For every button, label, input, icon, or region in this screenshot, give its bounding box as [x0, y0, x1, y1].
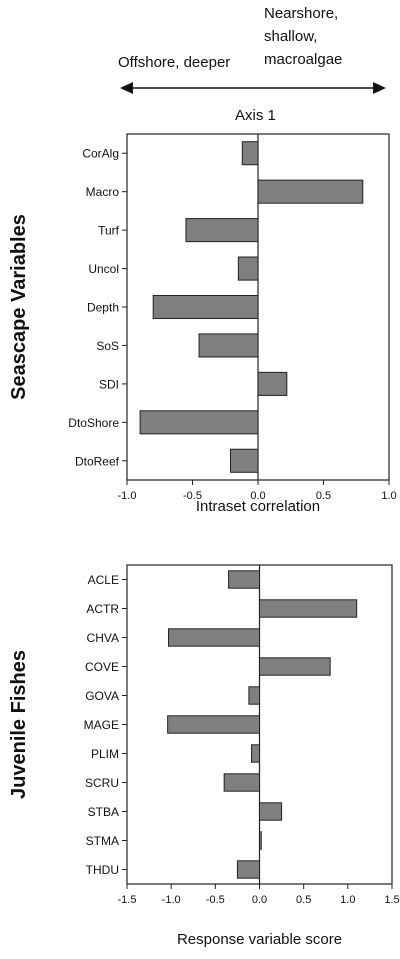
bar-scru — [223, 773, 261, 792]
bar-sos — [198, 333, 259, 358]
x-tick-label: -0.5 — [206, 894, 225, 906]
bar-actr — [259, 599, 358, 618]
category-label-depth: Depth — [87, 301, 119, 315]
bar-stma — [259, 831, 262, 850]
category-label-scru: SCRU — [85, 776, 119, 790]
x-tick-label: 1.0 — [381, 490, 396, 502]
category-label-chva: CHVA — [87, 631, 119, 645]
offshore-label: Offshore, deeper — [118, 54, 231, 71]
category-label-stba: STBA — [88, 805, 119, 819]
bar-uncol — [237, 256, 259, 281]
nearshore-label-line2: shallow, — [264, 28, 318, 45]
category-label-stma: STMA — [86, 834, 119, 848]
bar-macro — [257, 179, 364, 204]
bar-mage — [167, 715, 260, 734]
category-label-sos: SoS — [96, 339, 119, 353]
bar-dtoshore — [139, 410, 259, 435]
x-tick-label: -1.0 — [162, 894, 181, 906]
arrow-right-icon — [373, 82, 386, 94]
category-label-coralg: CorAlg — [82, 147, 119, 161]
bar-plim — [251, 744, 261, 763]
arrow-left-icon — [120, 82, 133, 94]
category-label-actr: ACTR — [86, 602, 119, 616]
category-label-gova: GOVA — [85, 689, 119, 703]
x-tick-label: -1.5 — [118, 894, 137, 906]
group-label: Seascape Variables — [8, 214, 30, 400]
x-tick-label: -0.5 — [183, 490, 202, 502]
bar-cove — [259, 657, 331, 676]
category-label-dtoshore: DtoShore — [68, 416, 119, 430]
x-tick-label: 0.5 — [316, 490, 331, 502]
category-label-acle: ACLE — [88, 573, 119, 587]
x-tick-label: 0.5 — [296, 894, 311, 906]
bar-gova — [248, 686, 260, 705]
x-tick-label: 0.0 — [252, 894, 267, 906]
category-label-sdi: SDI — [99, 377, 119, 391]
bar-sdi — [257, 371, 288, 396]
bar-thdu — [236, 860, 261, 879]
category-label-thdu: THDU — [86, 863, 119, 877]
category-label-mage: MAGE — [84, 718, 119, 732]
category-label-macro: Macro — [86, 185, 120, 199]
bar-turf — [185, 218, 259, 243]
x-tick-label: 1.0 — [340, 894, 355, 906]
nearshore-label-line1: Nearshore, — [264, 5, 339, 22]
category-label-cove: COVE — [85, 660, 119, 674]
bar-chva — [168, 628, 260, 647]
bar-stba — [259, 802, 283, 821]
category-label-plim: PLIM — [91, 747, 119, 761]
axis-title: Axis 1 — [235, 107, 276, 124]
category-label-turf: Turf — [98, 224, 120, 238]
x-axis-label: Response variable score — [177, 931, 342, 948]
nearshore-label-line3: macroalgae — [264, 51, 343, 68]
x-tick-label: -1.0 — [118, 490, 137, 502]
x-axis-label: Intraset correlation — [196, 498, 320, 515]
bar-acle — [228, 570, 260, 589]
category-label-dtoreef: DtoReef — [75, 454, 120, 468]
x-tick-label: 0.0 — [250, 490, 265, 502]
axis1-direction-header — [120, 82, 386, 94]
x-tick-label: 1.5 — [384, 894, 399, 906]
bar-depth — [152, 294, 259, 320]
bar-coralg — [241, 141, 259, 166]
seascape-variables-chart: CorAlg Macro Turf Uncol Depth SoS SDI DtoShore D… — [8, 133, 397, 515]
bar-dtoreef — [229, 448, 259, 473]
group-label: Juvenile Fishes — [8, 650, 30, 799]
category-label-uncol: Uncol — [88, 262, 119, 276]
